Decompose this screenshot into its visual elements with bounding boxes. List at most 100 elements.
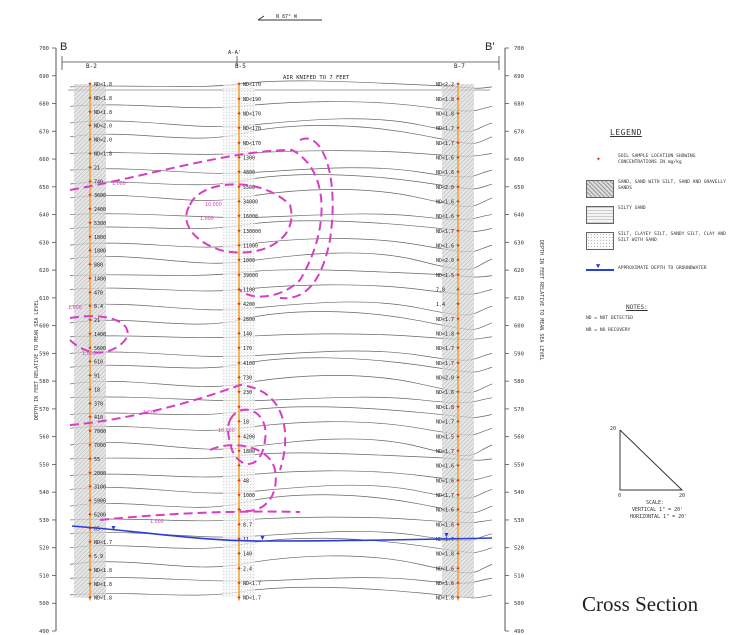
silt-pattern-swatch (586, 232, 614, 250)
sample-concentration-label: ND<1.8 (436, 111, 454, 117)
concentration-contour (227, 408, 267, 465)
elevation-label-left: 680 (39, 102, 49, 108)
sample-concentration-label: 8.7 (243, 522, 252, 528)
elevation-label-right: 540 (514, 490, 524, 496)
sample-point-icon: ✦ (88, 262, 93, 269)
sample-point-icon: ✦ (456, 125, 461, 132)
sample-point-icon: ✦ (456, 301, 461, 308)
sample-concentration-label: 18 (94, 387, 100, 393)
elevation-label-right: 590 (514, 351, 524, 357)
sample-point-icon: ✦ (237, 110, 242, 117)
sample-point-icon: ✦ (88, 470, 93, 477)
boring-name-label: B-5 (235, 63, 246, 70)
sample-point-icon: ✦ (88, 331, 93, 338)
soil-layer-line (69, 586, 493, 599)
elevation-label-left: 530 (39, 518, 49, 524)
concentration-contour (185, 183, 293, 254)
sample-point-icon: ✦ (456, 228, 461, 235)
sample-point-icon: ✦ (237, 521, 242, 528)
sample-concentration-label: 39000 (243, 273, 258, 279)
soil-layer-line (69, 80, 493, 89)
boring-b-5: B-5✦ ND<170✦ ND<190✦ ND<170✦ ND<170✦ ND<170✦ 1… (223, 63, 261, 602)
soil-layer-line (69, 396, 493, 404)
sample-point-icon: ✦ (88, 234, 93, 241)
elevation-label-right: 630 (514, 240, 524, 246)
soil-layer-line (69, 375, 493, 393)
sample-point-icon: ✦ (237, 272, 242, 279)
scale-vertical: VERTICAL 1" = 20' (632, 507, 684, 513)
sample-point-icon: ✦ (456, 389, 461, 396)
soil-layer-line (69, 494, 493, 514)
elevation-label-left: 590 (39, 351, 49, 357)
sample-point-icon: ✦ (237, 448, 242, 455)
sample-point-icon: ✦ (237, 360, 242, 367)
soil-layer-line (69, 333, 493, 340)
sample-concentration-label: ND<1.7 (436, 126, 454, 132)
sample-concentration-label: 1400 (94, 332, 106, 338)
sample-point-icon: ✦ (237, 316, 242, 323)
elevation-label-right: 640 (514, 213, 524, 219)
legend-title: LEGEND (610, 128, 642, 137)
sample-point-icon: ✦ (88, 275, 93, 282)
sample-point-icon: ✦ (456, 272, 461, 279)
sample-concentration-label: ND<170 (243, 82, 261, 88)
elevation-label-left: 550 (39, 462, 49, 468)
sample-concentration-label: 140 (243, 552, 252, 558)
sample-concentration-label: ND<1.6 (436, 155, 454, 161)
elevation-label-right: 660 (514, 157, 524, 163)
sample-point-icon: ✦ (237, 228, 242, 235)
elevation-label-left: 670 (39, 129, 49, 135)
elevation-label-left: 520 (39, 546, 49, 552)
sample-point-icon: ✦ (88, 581, 93, 588)
sample-point-icon: ✦ (88, 386, 93, 393)
contour-label: 1,000 (68, 305, 82, 311)
elevation-label-right: 680 (514, 102, 524, 108)
elevation-label-right: 560 (514, 435, 524, 441)
concentration-contours: 1,000 10,000 1,000 1,000 1,000 1,000 10,000 1,0… (68, 137, 334, 525)
sample-concentration-label: 4200 (243, 302, 255, 308)
sample-point-icon: ✦ (88, 539, 93, 546)
sample-point-icon: ✦ (456, 375, 461, 382)
sample-point-icon: ✦ (88, 164, 93, 171)
sample-concentration-label: ND<1.7 (243, 581, 261, 587)
sample-point-icon: ✦ (456, 198, 461, 205)
elevation-label-left: 540 (39, 490, 49, 496)
sample-point-icon: ✦ (456, 81, 461, 88)
sample-point-icon: ✦ (237, 595, 242, 602)
sample-point-icon: ✦ (88, 498, 93, 505)
sample-point-icon: ✦ (456, 184, 461, 191)
scale-diagram: 20 0 20 SCALE: VERTICAL 1" = 20' HORIZON… (600, 422, 710, 532)
section-end-label: B' (485, 41, 494, 53)
sample-point-icon: ✦ (88, 359, 93, 366)
sample-concentration-label: 1100 (243, 288, 255, 294)
sample-point-icon: ✦ (88, 456, 93, 463)
sample-concentration-label: 34000 (243, 199, 258, 205)
legend-item-label: SILT, CLAYEY SILT, SANDY SILT, CLAY AND … (618, 232, 726, 243)
sample-concentration-label: ND<2.0 (94, 138, 112, 144)
sample-concentration-label: ND<1.8 (436, 552, 454, 558)
scale-horizontal: HORIZONTAL 1" = 20' (630, 514, 688, 520)
sample-concentration-label: 740 (94, 179, 103, 185)
sample-concentration-label: ND<1.5 (436, 434, 454, 440)
sample-concentration-label: ND<1.6 (436, 522, 454, 528)
elevation-axis-label-left: DEPTH IN FEET RELATIVE TO MEAN SEA LEVEL (34, 300, 40, 420)
sample-concentration-label: ND<1.7 (436, 361, 454, 367)
sample-concentration-label: ND<1.6 (436, 478, 454, 484)
sample-point-icon: ✦ (456, 463, 461, 470)
sample-point-icon: ✦ (596, 154, 601, 163)
sample-point-icon: ✦ (456, 448, 461, 455)
sample-concentration-label: 6200 (94, 512, 106, 518)
sample-concentration-label: ND<170 (243, 126, 261, 132)
elevation-label-left: 490 (39, 629, 49, 635)
elevation-label-left: 600 (39, 324, 49, 330)
sample-point-icon: ✦ (237, 345, 242, 352)
sample-point-icon: ✦ (237, 580, 242, 587)
silty-sand-pattern-swatch (586, 206, 614, 224)
sample-concentration-label: ND<1.6 (436, 244, 454, 250)
sample-concentration-label: 48 (243, 478, 249, 484)
sample-point-icon: ✦ (456, 243, 461, 250)
soil-layer-lines (69, 80, 493, 599)
sample-concentration-label: ND<1.8 (436, 405, 454, 411)
sample-point-icon: ✦ (88, 400, 93, 407)
sample-point-icon: ✦ (456, 521, 461, 528)
